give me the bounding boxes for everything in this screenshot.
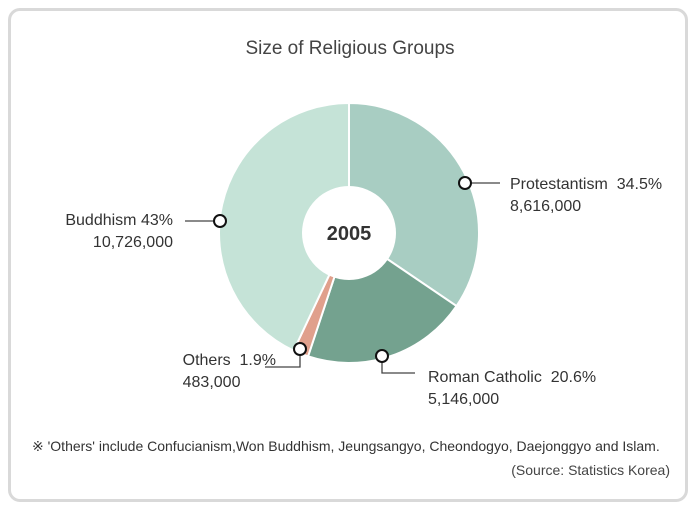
label-others: Others 1.9% 483,000 xyxy=(183,350,276,394)
footnote: ※ 'Others' include Confucianism,Won Budd… xyxy=(32,438,660,454)
marker-protestantism xyxy=(458,176,472,190)
label-percent: 20.6% xyxy=(550,369,597,386)
label-protestantism: Protestantism 34.5% 8,616,000 xyxy=(510,174,662,218)
label-count: 8,616,000 xyxy=(510,198,582,215)
leader-line xyxy=(381,362,415,374)
chart-frame xyxy=(8,8,688,502)
label-buddhism: Buddhism 43% 10,726,000 xyxy=(65,210,173,254)
slice-protestantism xyxy=(348,101,480,308)
label-name: Roman Catholic xyxy=(428,369,542,386)
marker-others xyxy=(293,342,307,356)
label-count: 483,000 xyxy=(182,374,241,391)
label-count: 5,146,000 xyxy=(428,391,500,408)
label-percent: 1.9% xyxy=(239,352,276,369)
chart-title: Size of Religious Groups xyxy=(245,38,455,59)
label-name: Others xyxy=(182,352,231,369)
label-name: Buddhism xyxy=(65,212,137,229)
slice-buddhism xyxy=(218,101,350,352)
marker-buddhism xyxy=(213,214,227,228)
label-roman-catholic: Roman Catholic 20.6% 5,146,000 xyxy=(428,367,596,411)
source-note: (Source: Statistics Korea) xyxy=(511,462,670,478)
label-count: 10,726,000 xyxy=(92,234,173,251)
marker-roman-catholic xyxy=(375,349,389,363)
donut-hole xyxy=(302,186,396,280)
label-name: Protestantism xyxy=(510,176,608,193)
leader-line xyxy=(265,355,301,368)
label-percent: 43% xyxy=(140,212,173,229)
label-percent: 34.5% xyxy=(616,176,663,193)
center-label: 2005 xyxy=(327,223,372,245)
